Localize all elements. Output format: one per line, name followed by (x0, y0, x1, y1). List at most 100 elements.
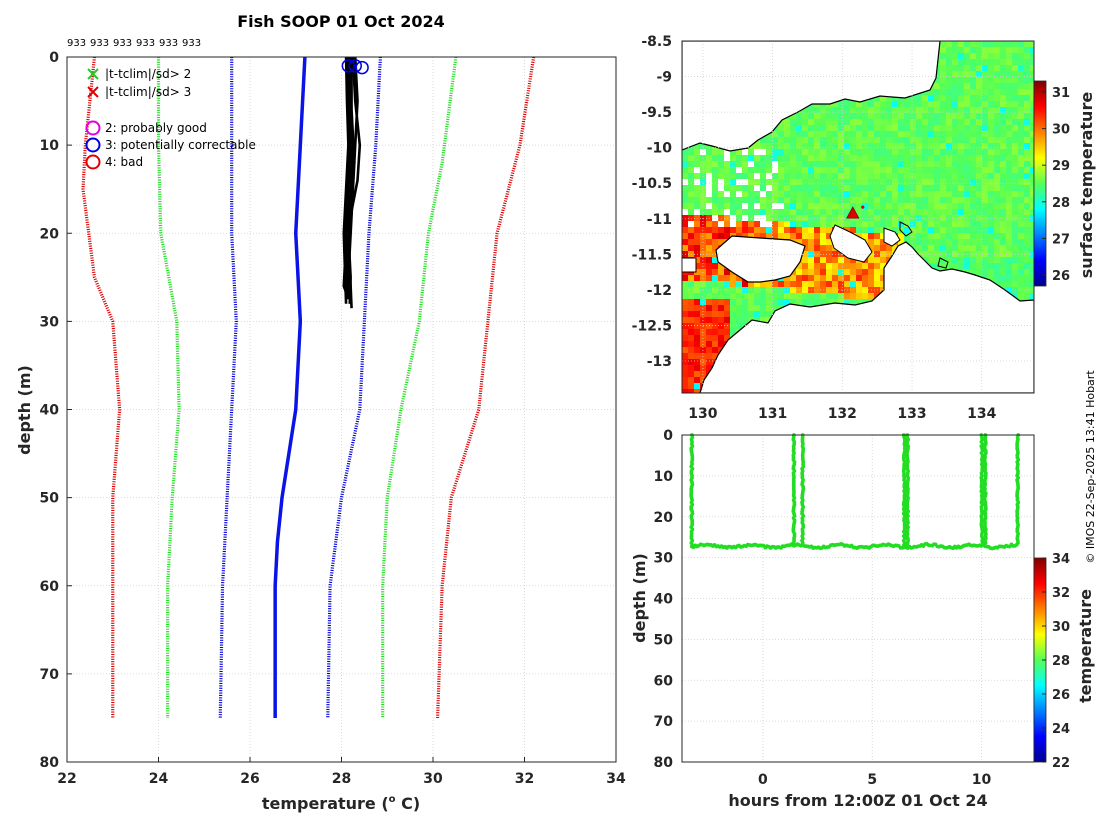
sst-pixel (850, 281, 856, 287)
sst-pixel (856, 209, 862, 215)
timeseries-y-label: depth (m) (630, 553, 649, 643)
sst-pixel (808, 143, 814, 149)
sst-pixel (1012, 167, 1018, 173)
cloud-pixel (754, 185, 760, 191)
sst-pixel (1012, 239, 1018, 245)
sst-pixel (766, 137, 772, 143)
sst-pixel (682, 167, 688, 173)
sst-pixel (928, 161, 934, 167)
x-tick-label: 28 (332, 771, 351, 787)
sst-pixel (826, 107, 832, 113)
sst-pixel (916, 107, 922, 113)
sst-pixel (964, 227, 970, 233)
sst-pixel (928, 119, 934, 125)
sst-pixel (790, 221, 796, 227)
island-outline (829, 224, 873, 263)
sst-pixel (976, 149, 982, 155)
sst-pixel (790, 227, 796, 233)
sst-pixel (928, 209, 934, 215)
sst-pixel (958, 179, 964, 185)
sst-pixel (832, 101, 838, 107)
sst-pixel (964, 239, 970, 245)
sst-pixel (1024, 245, 1030, 251)
sst-pixel (688, 299, 694, 305)
sst-pixel (1030, 209, 1034, 215)
sst-pixel (838, 269, 844, 275)
sst-pixel (814, 257, 820, 263)
map-x-tick-label: 130 (688, 406, 717, 422)
sst-pixel (982, 257, 988, 263)
sst-pixel (946, 161, 952, 167)
sst-pixel (976, 95, 982, 101)
sst-pixel (886, 155, 892, 161)
sst-pixel (940, 71, 946, 77)
sst-pixel (880, 203, 886, 209)
sst-pixel (688, 335, 694, 341)
sst-pixel (964, 125, 970, 131)
sst-pixel (838, 203, 844, 209)
sst-pixel (814, 149, 820, 155)
sst-pixel (1018, 89, 1024, 95)
sst-pixel (940, 107, 946, 113)
sst-pixel (868, 269, 874, 275)
sst-pixel (868, 101, 874, 107)
sst-pixel (682, 377, 688, 383)
sst-pixel (820, 239, 826, 245)
sst-pixel (940, 53, 946, 59)
sst-pixel (736, 155, 742, 161)
sst-pixel (910, 137, 916, 143)
sst-pixel (934, 155, 940, 161)
sst-pixel (808, 275, 814, 281)
sst-pixel (694, 335, 700, 341)
sst-pixel (964, 41, 970, 47)
sst-pixel (904, 131, 910, 137)
sst-pixel (796, 125, 802, 131)
cloud-pixel (742, 149, 748, 155)
sst-pixel (1012, 269, 1018, 275)
sst-pixel (748, 305, 754, 311)
sst-pixel (1024, 221, 1030, 227)
sst-pixel (904, 161, 910, 167)
sst-pixel (838, 161, 844, 167)
sst-pixel (712, 317, 718, 323)
cloud-pixel (736, 191, 742, 197)
sst-pixel (1024, 119, 1030, 125)
sst-pixel (934, 143, 940, 149)
sst-pixel (688, 341, 694, 347)
sst-pixel (1006, 59, 1012, 65)
sst-pixel (934, 125, 940, 131)
cloud-pixel (778, 203, 784, 209)
sst-pixel (952, 83, 958, 89)
sst-pixel (838, 125, 844, 131)
sst-pixel (706, 161, 712, 167)
y-tick-label: 20 (40, 226, 60, 242)
sst-pixel (982, 239, 988, 245)
map-x-tick-label: 133 (897, 406, 926, 422)
ts-y-tick-label: 40 (654, 592, 674, 608)
sst-pixel (946, 41, 952, 47)
sst-pixel (1000, 119, 1006, 125)
sst-pixel (808, 239, 814, 245)
sst-pixel (682, 371, 688, 377)
sst-pixel (838, 191, 844, 197)
sst-pixel (718, 215, 724, 221)
cloud-pixel (772, 203, 778, 209)
sst-pixel (760, 317, 766, 323)
sst-pixel (1006, 71, 1012, 77)
sst-pixel (958, 209, 964, 215)
sst-pixel (1024, 65, 1030, 71)
sst-pixel (1030, 143, 1034, 149)
sst-pixel (844, 203, 850, 209)
sst-pixel (988, 47, 994, 53)
sst-pixel (688, 197, 694, 203)
sst-pixel (940, 101, 946, 107)
sst-pixel (778, 299, 784, 305)
sst-pixel (946, 221, 952, 227)
sst-pixel (1012, 227, 1018, 233)
sst-pixel (814, 179, 820, 185)
sst-pixel (898, 239, 904, 245)
sst-pixel (790, 179, 796, 185)
sst-pixel (682, 311, 688, 317)
sst-pixel (886, 221, 892, 227)
sst-pixel (958, 71, 964, 77)
